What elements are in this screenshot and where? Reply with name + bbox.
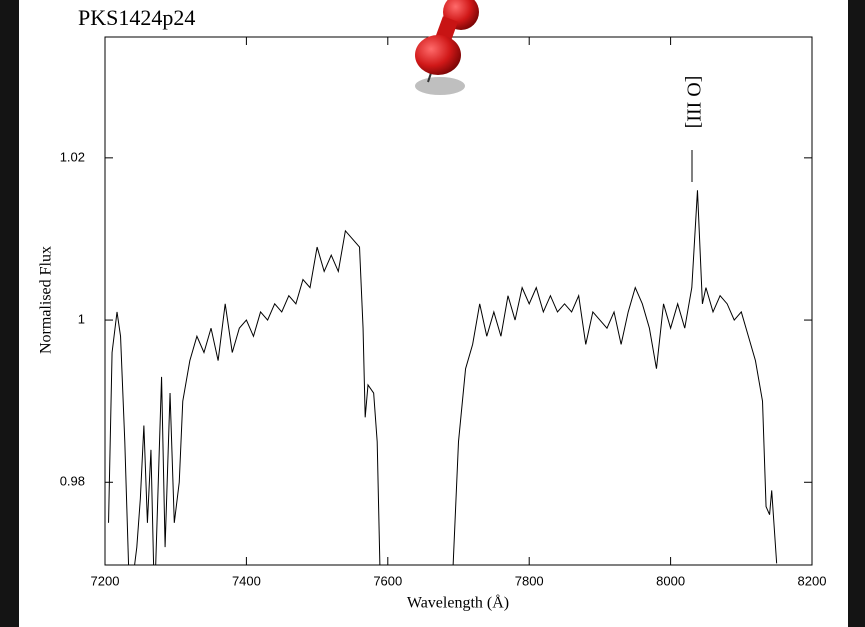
y-tick-label: 1: [78, 311, 85, 326]
x-tick-label: 8000: [656, 573, 685, 588]
plot-frame: [104, 36, 813, 566]
spectrum-line: [108, 190, 778, 565]
y-tick-label: 0.98: [60, 474, 85, 489]
x-tick-label: 7200: [91, 573, 120, 588]
x-tick-label: 8200: [798, 573, 827, 588]
y-axis-label: Normalised Flux: [38, 246, 55, 354]
x-tick-label: 7400: [232, 573, 261, 588]
y-tick-label: 1.02: [60, 149, 85, 164]
annotation: [O III]: [682, 76, 704, 129]
x-tick-label: 7800: [515, 573, 544, 588]
x-tick-label: 7600: [373, 573, 402, 588]
chart-title: PKS1424p24: [78, 5, 195, 30]
pushpin: [415, 0, 479, 95]
x-axis-label: Wavelength (Å): [407, 594, 509, 612]
